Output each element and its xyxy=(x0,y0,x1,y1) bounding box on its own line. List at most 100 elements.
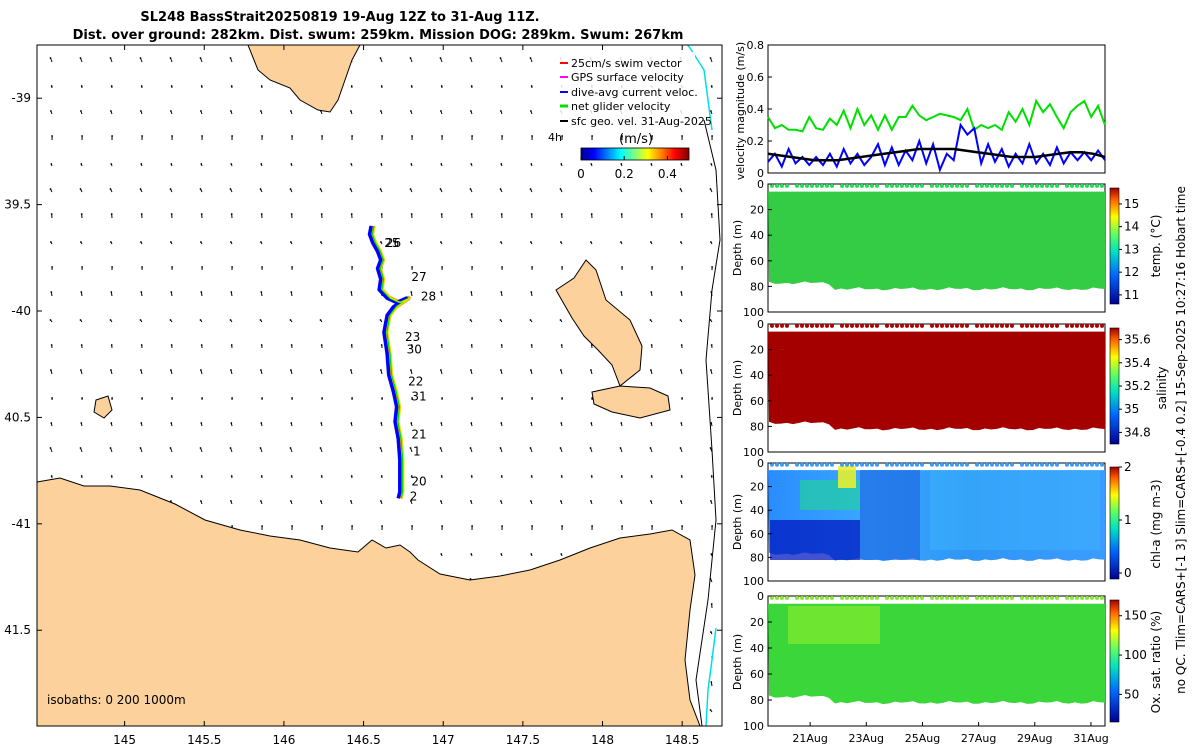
surface-dot xyxy=(830,183,834,188)
geo-vector-head xyxy=(289,188,292,190)
surface-dot xyxy=(870,323,874,328)
speed-colorbar-bar xyxy=(580,147,690,161)
legend-label-geo: sfc geo. vel. 31-Aug-2025 xyxy=(571,115,712,128)
cb-tick-label: 34.8 xyxy=(1124,425,1151,439)
chl-deep-patch xyxy=(860,470,920,560)
geo-vector-head xyxy=(51,135,53,137)
geo-vector-head xyxy=(200,475,203,477)
geo-vector-head xyxy=(50,85,53,87)
surface-dot xyxy=(990,595,994,600)
surface-dot xyxy=(1055,462,1059,467)
geo-vector-head xyxy=(50,422,53,424)
geo-vector-head xyxy=(350,344,353,346)
geo-vector-head xyxy=(530,369,532,371)
map-y-tick-label: 41.5 xyxy=(4,623,31,637)
cb-tick-label: 150 xyxy=(1124,609,1147,623)
surface-dot xyxy=(785,183,789,188)
surface-dot xyxy=(820,595,824,600)
cape-barren-island-land xyxy=(591,385,671,419)
surface-dot xyxy=(825,462,829,467)
geo-vector-head xyxy=(379,447,382,449)
surface-dot xyxy=(810,323,814,328)
geo-vector-head xyxy=(379,319,382,321)
map-x-ticks: 145 145.5 146 146.5 147 147.5 148 148.5 xyxy=(113,45,699,747)
surface-dot xyxy=(1025,462,1029,467)
geo-vector-head xyxy=(320,475,323,477)
surface-dot xyxy=(870,183,874,188)
geo-vector-head xyxy=(50,475,53,477)
geo-vector-head xyxy=(380,85,383,87)
geo-vector-head xyxy=(169,319,172,321)
geo-vector-head xyxy=(501,397,503,399)
surface-dot xyxy=(770,462,774,467)
surface-dot xyxy=(1085,183,1089,188)
surface-dot xyxy=(870,595,874,600)
geo-vector-head xyxy=(139,447,142,449)
geo-vector-head xyxy=(439,319,442,321)
surface-dot xyxy=(915,323,919,328)
geo-vector-head xyxy=(170,475,173,477)
surface-dot xyxy=(800,462,804,467)
geo-vector-head xyxy=(351,525,353,527)
geo-vector-head xyxy=(710,213,713,215)
geo-vector-head xyxy=(500,213,503,215)
surface-dot xyxy=(865,462,869,467)
geo-vector-head xyxy=(110,163,113,165)
oxygen-colorbar xyxy=(1109,599,1120,723)
chlorophyll-surface-dots xyxy=(770,462,1104,467)
geo-vector-head xyxy=(680,213,683,215)
geo-vector-head xyxy=(260,213,263,215)
geo-vector-head xyxy=(51,266,53,268)
geo-vector-head xyxy=(350,369,352,371)
surface-dot xyxy=(1075,595,1079,600)
geo-vector-head xyxy=(319,188,322,190)
temperature-colorbar-label: temp. (°C) xyxy=(1149,215,1163,278)
geo-vector-head xyxy=(710,163,713,165)
geo-vector-head xyxy=(650,163,653,165)
oxygen-ylabel: Depth (m) xyxy=(731,634,744,690)
geo-vector-head xyxy=(410,422,413,424)
geo-vector-head xyxy=(200,500,202,502)
geo-vector-head xyxy=(171,266,174,268)
geo-vector-head xyxy=(500,475,503,477)
geo-vector-head xyxy=(410,500,412,502)
geo-vector-head xyxy=(291,135,293,137)
geo-vector-head xyxy=(711,397,713,399)
surface-dot xyxy=(1045,595,1049,600)
surface-dot xyxy=(910,462,914,467)
surface-dot xyxy=(1030,462,1034,467)
geo-vector-head xyxy=(470,553,473,555)
geo-vector-head xyxy=(169,447,172,449)
surface-dot xyxy=(980,462,984,467)
cb-tick-label: 35.2 xyxy=(1124,379,1151,393)
map-y-tick-label: -41 xyxy=(11,517,31,531)
surface-dot xyxy=(1080,462,1084,467)
surface-dot xyxy=(840,595,844,600)
geo-vector-head xyxy=(80,475,83,477)
oxy-x-tick-label: 25Aug xyxy=(905,732,940,745)
surface-dot xyxy=(870,462,874,467)
surface-dot xyxy=(890,183,894,188)
geo-vector-head xyxy=(649,188,652,190)
geo-vector-head xyxy=(169,188,172,190)
geo-vector-head xyxy=(440,241,442,243)
geo-vector-head xyxy=(49,319,52,321)
geo-vector-head xyxy=(289,319,292,321)
geo-vector-head xyxy=(710,85,713,87)
geo-vector-head xyxy=(711,525,713,527)
velocity-ylabel: velocity magnitude (m/s) xyxy=(734,42,747,180)
geo-vector-head xyxy=(680,241,682,243)
geo-vector-head xyxy=(50,291,53,293)
geo-vector-head xyxy=(470,344,473,346)
geo-vector-head xyxy=(109,447,112,449)
surface-dot xyxy=(1065,183,1069,188)
surface-dot xyxy=(780,462,784,467)
geo-vector-head xyxy=(590,163,593,165)
geo-vector-head xyxy=(440,163,443,165)
chl-light-patch xyxy=(930,470,1100,550)
surface-dot xyxy=(1065,462,1069,467)
geo-vector-head xyxy=(440,500,442,502)
geo-vector-head xyxy=(440,110,442,112)
geo-vector-head xyxy=(260,85,263,87)
geo-vector-head xyxy=(439,57,442,59)
